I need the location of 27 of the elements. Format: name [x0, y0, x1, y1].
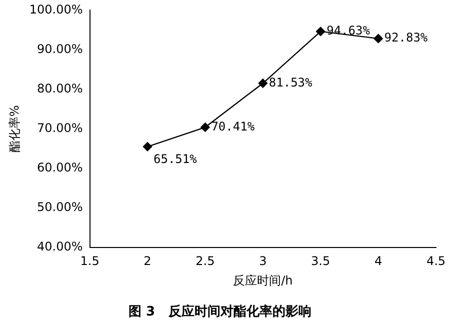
y-tick-label: 50.00%: [37, 200, 83, 214]
data-label: 92.83%: [384, 30, 428, 45]
data-label: 81.53%: [268, 75, 314, 90]
x-tick-label: 2: [144, 254, 152, 268]
point: [142, 142, 152, 152]
y-tick-label: 80.00%: [37, 81, 83, 96]
data-label: 65.51%: [153, 152, 198, 166]
y-axis-title: 酯化率%: [7, 105, 22, 153]
x-tick-label: 1.5: [80, 254, 100, 268]
y-tick-label: 90.00%: [37, 42, 83, 56]
text: 图 3 反应时间对酯化率的影响: [128, 304, 312, 320]
point: [316, 26, 326, 36]
data-label: 70.41%: [211, 119, 256, 134]
y-tick-label: 40.00%: [37, 240, 83, 254]
point: [374, 34, 383, 44]
y-tick-label: 100.00%: [29, 2, 83, 16]
x-tick-label: 3: [259, 254, 267, 268]
y-tick-label: 70.00%: [37, 121, 83, 136]
point: [258, 78, 268, 88]
data-label: 94.63%: [326, 24, 371, 38]
x-tick-label: 3.5: [311, 254, 330, 268]
y-tick-label: 60.00%: [37, 160, 83, 175]
x-tick-label: 4: [374, 254, 382, 268]
x-tick-label: 2.5: [196, 254, 215, 268]
point: [200, 122, 210, 132]
x-axis-title: 反应时间/h: [233, 273, 293, 288]
x-tick-label: 4.5: [426, 254, 446, 268]
